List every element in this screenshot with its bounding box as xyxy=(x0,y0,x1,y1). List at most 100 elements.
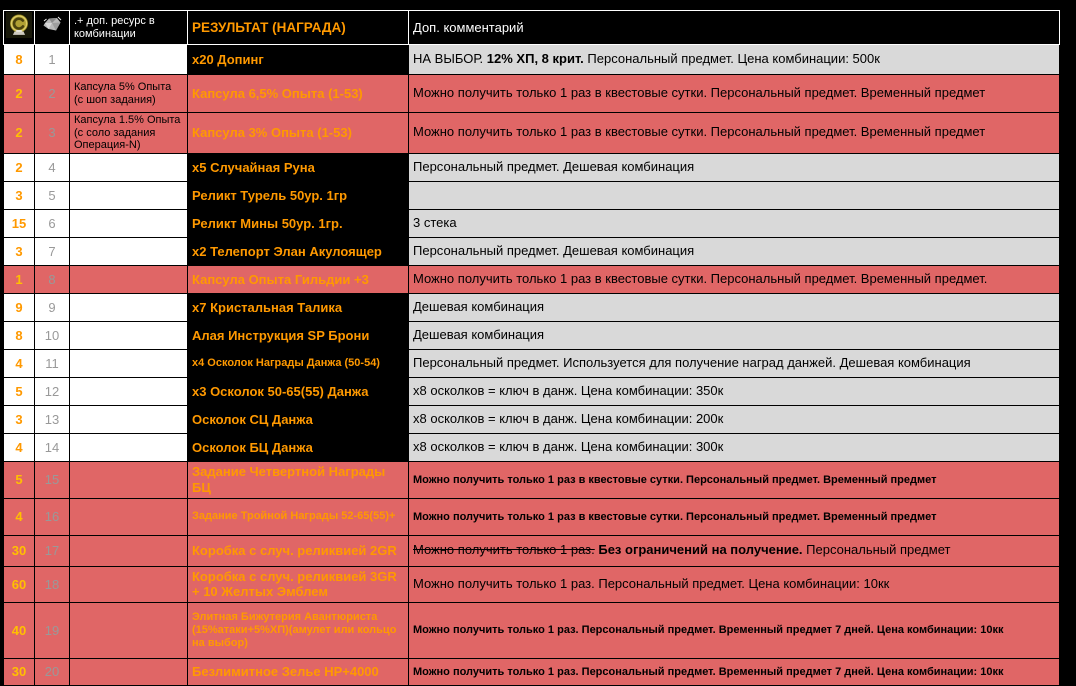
qty-cell[interactable]: 4 xyxy=(4,498,35,535)
resource-cell[interactable] xyxy=(70,405,188,433)
qty-cell[interactable]: 8 xyxy=(4,45,35,75)
comment-cell[interactable]: Можно получить только 1 раз. Без огранич… xyxy=(409,535,1060,566)
header-comment[interactable]: Доп. комментарий xyxy=(409,11,1060,45)
header-cell-gem[interactable] xyxy=(35,11,70,45)
qty-cell[interactable]: 4 xyxy=(4,433,35,461)
row-number-cell[interactable]: 12 xyxy=(35,377,70,405)
header-result[interactable]: РЕЗУЛЬТАТ (НАГРАДА) xyxy=(188,11,409,45)
qty-cell[interactable]: 3 xyxy=(4,405,35,433)
resource-cell[interactable]: Капсула 5% Опыта (с шоп задания) xyxy=(70,75,188,113)
result-cell[interactable]: Задание Тройной Награды 52-65(55)+ xyxy=(188,498,409,535)
result-cell[interactable]: Алая Инструкция SP Брони xyxy=(188,321,409,349)
comment-cell[interactable]: Можно получить только 1 раз. Персональны… xyxy=(409,602,1060,658)
qty-cell[interactable]: 15 xyxy=(4,209,35,237)
qty-cell[interactable]: 3 xyxy=(4,237,35,265)
comment-cell[interactable]: Персональный предмет. Дешевая комбинация xyxy=(409,237,1060,265)
result-cell[interactable]: х5 Случайная Руна xyxy=(188,153,409,181)
comment-cell[interactable]: Можно получить только 1 раз в квестовые … xyxy=(409,113,1060,154)
resource-cell[interactable] xyxy=(70,433,188,461)
comment-cell[interactable]: НА ВЫБОР. 12% ХП, 8 крит. Персональный п… xyxy=(409,45,1060,75)
row-number-cell[interactable]: 6 xyxy=(35,209,70,237)
row-number-cell[interactable]: 1 xyxy=(35,45,70,75)
resource-cell[interactable] xyxy=(70,321,188,349)
qty-cell[interactable]: 9 xyxy=(4,293,35,321)
row-number-cell[interactable]: 8 xyxy=(35,265,70,293)
resource-cell[interactable] xyxy=(70,602,188,658)
result-cell[interactable]: Элитная Бижутерия Авантюриста (15%атаки+… xyxy=(188,602,409,658)
resource-cell[interactable] xyxy=(70,181,188,209)
qty-cell[interactable]: 8 xyxy=(4,321,35,349)
comment-cell[interactable]: Дешевая комбинация xyxy=(409,321,1060,349)
resource-cell[interactable] xyxy=(70,153,188,181)
row-number-cell[interactable]: 15 xyxy=(35,461,70,498)
resource-cell[interactable] xyxy=(70,293,188,321)
comment-cell[interactable]: 3 стека xyxy=(409,209,1060,237)
result-cell[interactable]: Коробка с случ. реликвией 2GR xyxy=(188,535,409,566)
comment-cell[interactable]: Можно получить только 1 раз в квестовые … xyxy=(409,461,1060,498)
comment-cell[interactable] xyxy=(409,181,1060,209)
comment-cell[interactable]: Можно получить только 1 раз в квестовые … xyxy=(409,498,1060,535)
result-cell[interactable]: Капсула 6,5% Опыта (1-53) xyxy=(188,75,409,113)
resource-cell[interactable] xyxy=(70,349,188,377)
row-number-cell[interactable]: 18 xyxy=(35,566,70,602)
comment-cell[interactable]: Персональный предмет. Используется для п… xyxy=(409,349,1060,377)
qty-cell[interactable]: 30 xyxy=(4,658,35,685)
resource-cell[interactable] xyxy=(70,209,188,237)
qty-cell[interactable]: 2 xyxy=(4,153,35,181)
qty-cell[interactable]: 1 xyxy=(4,265,35,293)
qty-cell[interactable]: 40 xyxy=(4,602,35,658)
comment-cell[interactable]: х8 осколков = ключ в данж. Цена комбинац… xyxy=(409,405,1060,433)
row-number-cell[interactable]: 4 xyxy=(35,153,70,181)
result-cell[interactable]: Реликт Мины 50ур. 1гр. xyxy=(188,209,409,237)
qty-cell[interactable]: 30 xyxy=(4,535,35,566)
qty-cell[interactable]: 5 xyxy=(4,377,35,405)
result-cell[interactable]: х20 Допинг xyxy=(188,45,409,75)
row-number-cell[interactable]: 9 xyxy=(35,293,70,321)
resource-cell[interactable] xyxy=(70,461,188,498)
qty-cell[interactable]: 5 xyxy=(4,461,35,498)
row-number-cell[interactable]: 7 xyxy=(35,237,70,265)
result-cell[interactable]: Задание Четвертной Награды БЦ xyxy=(188,461,409,498)
comment-cell[interactable]: Дешевая комбинация xyxy=(409,293,1060,321)
comment-cell[interactable]: х8 осколков = ключ в данж. Цена комбинац… xyxy=(409,377,1060,405)
resource-cell[interactable] xyxy=(70,498,188,535)
comment-cell[interactable]: Можно получить только 1 раз в квестовые … xyxy=(409,75,1060,113)
resource-cell[interactable] xyxy=(70,265,188,293)
result-cell[interactable]: х3 Осколок 50-65(55) Данжа xyxy=(188,377,409,405)
comment-cell[interactable]: Можно получить только 1 раз в квестовые … xyxy=(409,265,1060,293)
row-number-cell[interactable]: 11 xyxy=(35,349,70,377)
result-cell[interactable]: х2 Телепорт Элан Акулоящер xyxy=(188,237,409,265)
resource-cell[interactable] xyxy=(70,566,188,602)
qty-cell[interactable]: 2 xyxy=(4,113,35,154)
result-cell[interactable]: Безлимитное Зелье HP+4000 xyxy=(188,658,409,685)
result-cell[interactable]: х7 Кристальная Талика xyxy=(188,293,409,321)
header-resource[interactable]: .+ доп. ресурс в комбинации xyxy=(70,11,188,45)
resource-cell[interactable] xyxy=(70,45,188,75)
row-number-cell[interactable]: 14 xyxy=(35,433,70,461)
qty-cell[interactable]: 4 xyxy=(4,349,35,377)
comment-cell[interactable]: Персональный предмет. Дешевая комбинация xyxy=(409,153,1060,181)
resource-cell[interactable] xyxy=(70,237,188,265)
qty-cell[interactable]: 60 xyxy=(4,566,35,602)
row-number-cell[interactable]: 13 xyxy=(35,405,70,433)
header-cell-coin[interactable] xyxy=(4,11,35,45)
result-cell[interactable]: Коробка с случ. реликвией 3GR + 10 Желты… xyxy=(188,566,409,602)
result-cell[interactable]: Осколок СЦ Данжа xyxy=(188,405,409,433)
row-number-cell[interactable]: 16 xyxy=(35,498,70,535)
row-number-cell[interactable]: 17 xyxy=(35,535,70,566)
result-cell[interactable]: Капсула 3% Опыта (1-53) xyxy=(188,113,409,154)
row-number-cell[interactable]: 2 xyxy=(35,75,70,113)
result-cell[interactable]: х4 Осколок Награды Данжа (50-54) xyxy=(188,349,409,377)
result-cell[interactable]: Осколок БЦ Данжа xyxy=(188,433,409,461)
result-cell[interactable]: Реликт Турель 50ур. 1гр xyxy=(188,181,409,209)
resource-cell[interactable] xyxy=(70,658,188,685)
qty-cell[interactable]: 3 xyxy=(4,181,35,209)
row-number-cell[interactable]: 5 xyxy=(35,181,70,209)
resource-cell[interactable] xyxy=(70,377,188,405)
resource-cell[interactable]: Капсула 1.5% Опыта (с соло задания Опера… xyxy=(70,113,188,154)
row-number-cell[interactable]: 19 xyxy=(35,602,70,658)
comment-cell[interactable]: х8 осколков = ключ в данж. Цена комбинац… xyxy=(409,433,1060,461)
resource-cell[interactable] xyxy=(70,535,188,566)
comment-cell[interactable]: Можно получить только 1 раз. Персональны… xyxy=(409,658,1060,685)
comment-cell[interactable]: Можно получить только 1 раз. Персональны… xyxy=(409,566,1060,602)
